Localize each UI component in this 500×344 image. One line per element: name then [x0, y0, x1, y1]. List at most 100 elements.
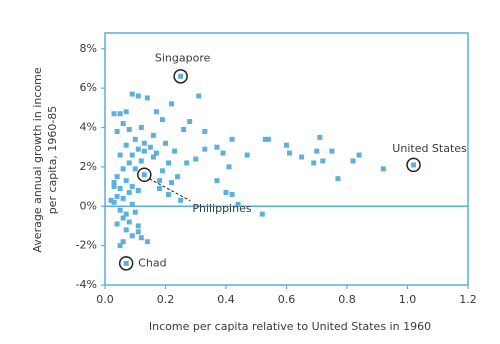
point: [111, 199, 117, 205]
y-tick-label: -4%: [76, 278, 97, 291]
x-tick-label: 0.0: [96, 293, 114, 306]
point: [147, 144, 153, 150]
point: [129, 91, 135, 97]
point: [111, 180, 117, 186]
point: [202, 146, 208, 152]
x-axis-label: Income per capita relative to United Sta…: [149, 320, 431, 333]
point: [123, 178, 129, 184]
point: [159, 168, 165, 174]
point: [350, 158, 356, 164]
point: [141, 148, 147, 154]
y-axis-label: Average annual growth in income: [31, 67, 44, 252]
point: [123, 227, 129, 233]
point: [181, 126, 187, 132]
point: [166, 160, 172, 166]
y-tick-label: 2%: [80, 160, 97, 173]
highlight-ring: [173, 69, 188, 84]
point: [329, 148, 335, 154]
point: [311, 160, 317, 166]
highlight-point: [178, 73, 184, 79]
y-tick-label: 0%: [80, 199, 97, 212]
point: [356, 152, 362, 158]
point: [172, 148, 178, 154]
point: [163, 140, 168, 146]
point: [262, 136, 268, 142]
x-tick-label: 0.4: [217, 293, 235, 306]
x-tick-label: 1.0: [399, 293, 417, 306]
highlight-ring: [137, 167, 152, 182]
point: [202, 128, 208, 134]
point: [120, 195, 126, 201]
annotation: Singapore: [155, 51, 211, 64]
point: [126, 160, 132, 166]
annotation: United States: [392, 142, 467, 155]
point: [166, 191, 172, 197]
highlight-ring: [118, 256, 134, 271]
y-tick-label: 4%: [80, 121, 97, 134]
point: [226, 164, 232, 170]
point: [117, 152, 123, 158]
y-tick-label: 8%: [80, 42, 97, 55]
point: [220, 150, 226, 156]
point: [138, 235, 144, 241]
point: [144, 95, 150, 101]
point: [126, 126, 132, 132]
point: [126, 219, 132, 225]
point: [214, 178, 220, 184]
highlight-point: [123, 260, 129, 266]
point: [117, 186, 123, 192]
point: [144, 239, 150, 245]
point: [299, 154, 305, 160]
point: [114, 128, 120, 134]
point: [132, 136, 138, 142]
x-tick-label: 1.2: [459, 293, 477, 306]
y-tick-label: -2%: [76, 239, 97, 252]
point: [138, 158, 144, 164]
point: [196, 93, 202, 99]
point: [123, 211, 129, 217]
point: [314, 148, 320, 154]
annotation: Philippines: [192, 202, 252, 215]
point: [153, 150, 159, 156]
point: [135, 146, 141, 152]
point: [284, 142, 289, 148]
leader-line: [149, 178, 191, 202]
point: [184, 160, 190, 166]
point: [129, 152, 135, 158]
point: [169, 180, 175, 186]
point: [108, 197, 114, 203]
point: [129, 201, 135, 207]
point: [120, 215, 126, 221]
point: [111, 111, 117, 117]
point: [129, 233, 135, 239]
point: [229, 136, 235, 142]
point: [380, 166, 386, 172]
point: [178, 197, 184, 203]
point: [138, 125, 144, 130]
point: [120, 166, 126, 172]
point: [117, 111, 123, 117]
point: [135, 223, 141, 229]
point: [132, 209, 138, 215]
point: [123, 109, 129, 115]
point: [150, 132, 156, 138]
x-tick-label: 0.2: [157, 293, 175, 306]
annotation: Chad: [138, 256, 166, 269]
point: [156, 178, 162, 184]
point: [123, 142, 129, 148]
point: [117, 207, 123, 213]
point: [141, 140, 147, 146]
point: [193, 156, 199, 162]
x-tick-label: 0.6: [278, 293, 296, 306]
y-tick-label: 6%: [80, 81, 97, 94]
point: [135, 93, 141, 99]
point: [114, 174, 120, 180]
highlight-ring: [406, 157, 421, 173]
point: [111, 184, 117, 190]
point: [126, 189, 132, 195]
point: [317, 134, 323, 140]
highlight-point: [141, 172, 147, 178]
point: [175, 174, 181, 180]
